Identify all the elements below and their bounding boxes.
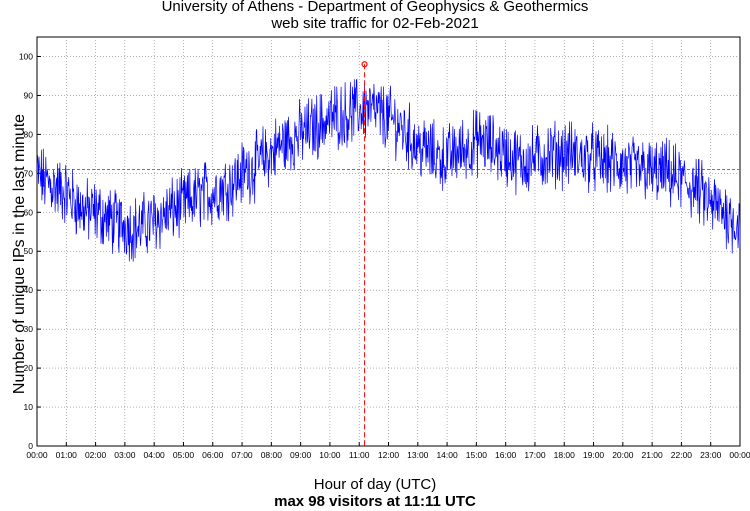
chart-title: University of Athens - Department of Geo… xyxy=(161,0,589,15)
x-tick-label: 22:00 xyxy=(671,450,693,460)
traffic-series-line xyxy=(36,78,741,262)
x-tick-label: 02:00 xyxy=(85,450,107,460)
x-tick-label: 17:00 xyxy=(524,450,546,460)
y-tick-label: 0 xyxy=(28,441,33,451)
y-tick-label: 30 xyxy=(24,324,34,334)
x-tick-label: 08:00 xyxy=(261,450,283,460)
max-visitors-caption: max 98 visitors at 11:11 UTC xyxy=(274,493,476,510)
x-tick-label: 11:00 xyxy=(349,450,370,460)
x-tick-label: 00:00 xyxy=(729,450,750,460)
x-tick-label: 03:00 xyxy=(114,450,136,460)
x-tick-label: 19:00 xyxy=(583,450,605,460)
x-tick-label: 04:00 xyxy=(144,450,166,460)
x-tick-label: 18:00 xyxy=(554,450,576,460)
y-tick-label: 40 xyxy=(24,285,34,295)
y-tick-label: 20 xyxy=(24,363,34,373)
chart-subtitle: web site traffic for 02-Feb-2021 xyxy=(271,15,479,32)
y-tick-label: 90 xyxy=(24,90,34,100)
x-tick-label: 13:00 xyxy=(407,450,429,460)
x-tick-label: 01:00 xyxy=(56,450,78,460)
x-axis-label: Hour of day (UTC) xyxy=(313,476,437,493)
x-tick-label: 00:00 xyxy=(26,450,48,460)
y-tick-label: 60 xyxy=(24,207,34,217)
x-tick-label: 21:00 xyxy=(641,450,663,460)
x-tick-label: 20:00 xyxy=(612,450,634,460)
x-tick-label: 05:00 xyxy=(173,450,195,460)
y-tick-label: 10 xyxy=(24,402,34,412)
x-tick-label: 23:00 xyxy=(700,450,722,460)
x-tick-label: 07:00 xyxy=(231,450,253,460)
y-tick-label: 70 xyxy=(24,168,34,178)
y-tick-label: 80 xyxy=(24,129,34,139)
x-tick-label: 15:00 xyxy=(466,450,488,460)
x-tick-label: 10:00 xyxy=(319,450,341,460)
x-tick-label: 09:00 xyxy=(290,450,312,460)
x-tick-label: 16:00 xyxy=(495,450,517,460)
max-point-marker xyxy=(361,61,368,68)
y-tick-label: 50 xyxy=(24,246,34,256)
y-tick-label: 100 xyxy=(19,51,33,61)
x-tick-label: 14:00 xyxy=(436,450,458,460)
x-tick-label: 06:00 xyxy=(202,450,224,460)
x-tick-label: 12:00 xyxy=(378,450,400,460)
